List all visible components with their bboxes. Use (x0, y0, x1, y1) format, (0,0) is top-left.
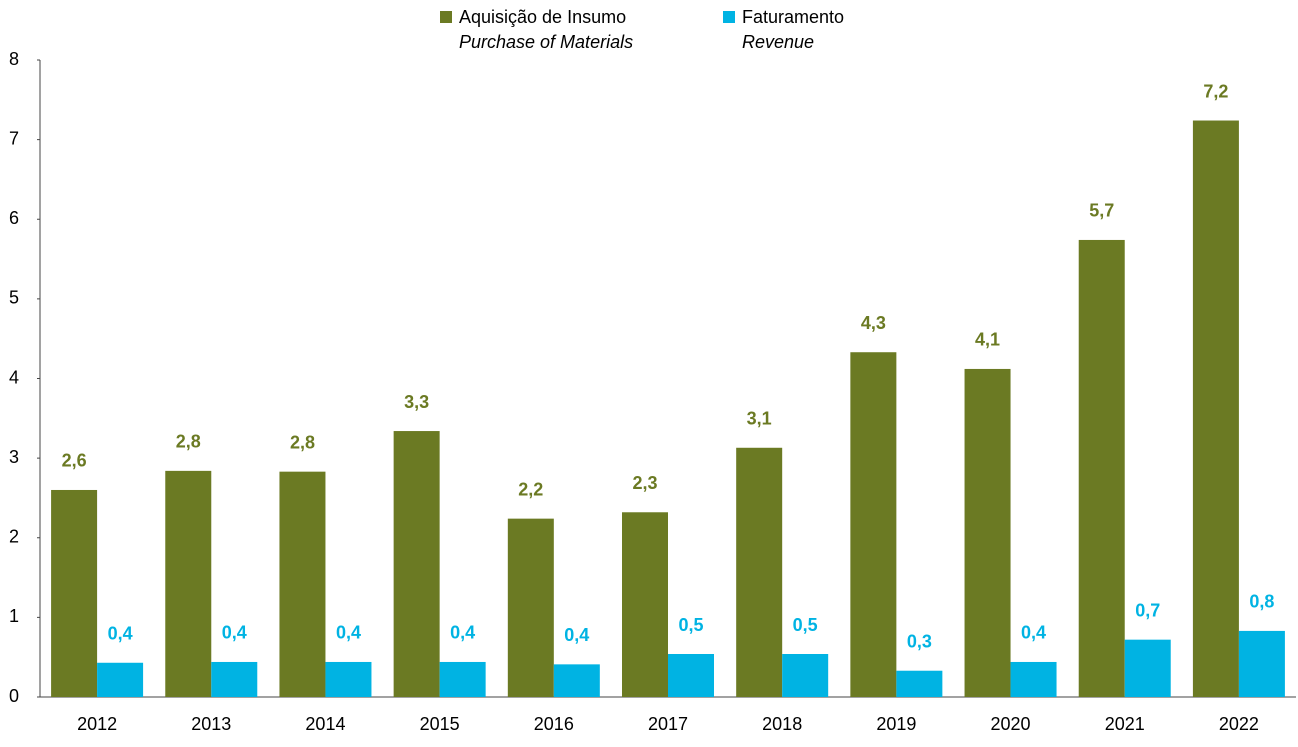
value-label: 0,5 (678, 615, 703, 635)
legend-swatch (440, 11, 452, 23)
value-label: 3,1 (747, 409, 772, 429)
x-tick-label: 2017 (648, 714, 688, 734)
value-label: 0,4 (1021, 623, 1046, 643)
value-label: 4,1 (975, 330, 1000, 350)
value-label: 0,8 (1249, 592, 1274, 612)
bar (507, 518, 554, 697)
value-label: 7,2 (1203, 81, 1228, 101)
bar (393, 431, 440, 697)
value-label: 3,3 (404, 392, 429, 412)
bar (736, 447, 783, 697)
y-tick-label: 1 (9, 606, 19, 626)
value-label: 0,5 (793, 615, 818, 635)
value-label: 0,4 (108, 624, 133, 644)
value-label: 2,6 (62, 451, 87, 471)
bar (622, 512, 668, 697)
value-label: 0,4 (336, 623, 361, 643)
x-tick-label: 2015 (420, 714, 460, 734)
bar (1124, 639, 1171, 697)
bar (850, 352, 897, 697)
x-tick-label: 2020 (991, 714, 1031, 734)
legend-label: Aquisição de Insumo (459, 7, 626, 27)
legend-sublabel: Revenue (742, 32, 814, 52)
y-tick-label: 7 (9, 128, 19, 148)
x-tick-label: 2012 (77, 714, 117, 734)
x-tick-label: 2021 (1105, 714, 1145, 734)
bar (51, 489, 98, 697)
y-tick-label: 0 (9, 686, 19, 706)
bar (668, 654, 714, 697)
y-tick-label: 4 (9, 367, 19, 387)
value-label: 2,2 (518, 479, 543, 499)
value-label: 5,7 (1089, 201, 1114, 221)
value-label: 2,8 (290, 432, 315, 452)
x-tick-label: 2018 (762, 714, 802, 734)
value-label: 0,4 (564, 625, 589, 645)
x-tick-label: 2014 (305, 714, 345, 734)
bar (1010, 661, 1057, 697)
x-tick-label: 2022 (1219, 714, 1259, 734)
bar (279, 471, 326, 697)
x-tick-label: 2013 (191, 714, 231, 734)
bar (1192, 120, 1239, 697)
bar (964, 368, 1011, 697)
bar (97, 662, 144, 697)
value-label: 0,4 (450, 623, 475, 643)
y-tick-label: 6 (9, 208, 19, 228)
value-label: 2,3 (632, 473, 657, 493)
value-label: 0,7 (1135, 600, 1160, 620)
bar (325, 661, 372, 697)
bar (1238, 630, 1285, 697)
bar (165, 470, 212, 697)
value-label: 0,4 (222, 623, 247, 643)
x-tick-label: 2019 (876, 714, 916, 734)
bar (1078, 239, 1125, 697)
bar (439, 661, 486, 697)
legend-sublabel: Purchase of Materials (459, 32, 633, 52)
y-tick-label: 8 (9, 49, 19, 69)
bar (211, 661, 258, 697)
bar (896, 670, 943, 697)
legend-label: Faturamento (742, 7, 844, 27)
value-label: 0,3 (907, 631, 932, 651)
legend-swatch (723, 11, 735, 23)
y-tick-label: 3 (9, 447, 19, 467)
y-tick-label: 5 (9, 288, 19, 308)
value-label: 4,3 (861, 313, 886, 333)
bar (782, 654, 829, 697)
x-tick-label: 2016 (534, 714, 574, 734)
bar (553, 664, 600, 697)
y-tick-label: 2 (9, 527, 19, 547)
value-label: 2,8 (176, 432, 201, 452)
